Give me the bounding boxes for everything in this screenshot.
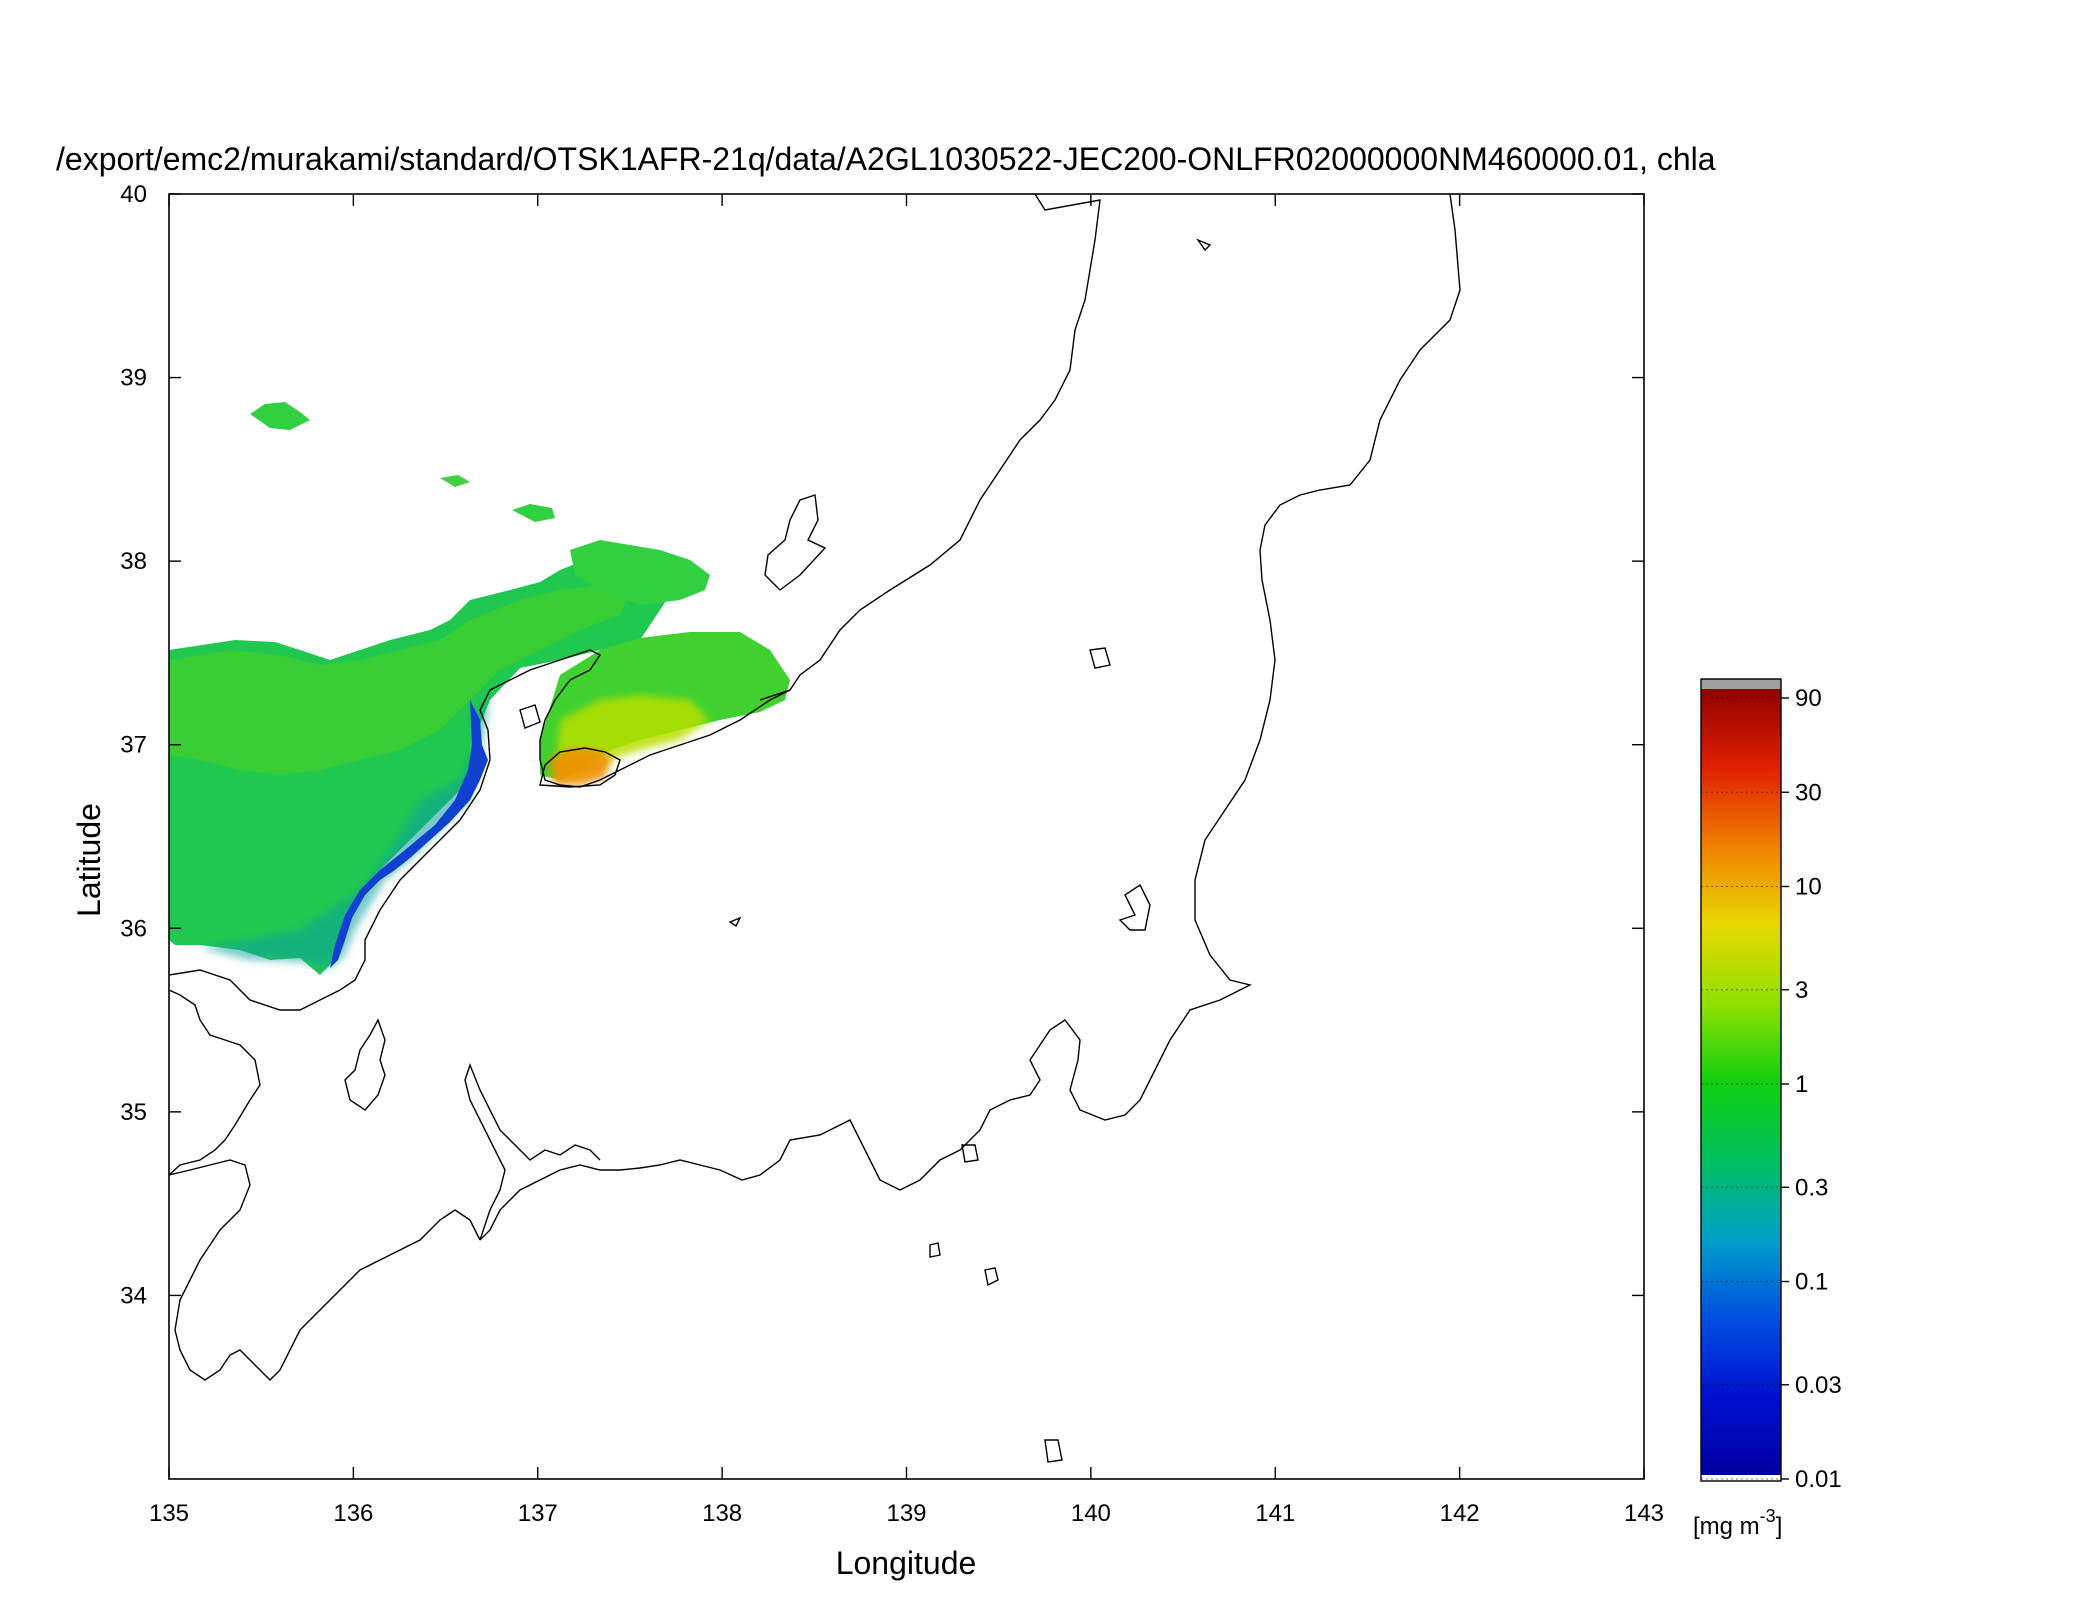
coastline-sado <box>764 494 827 591</box>
coastline-ise <box>464 1062 601 1241</box>
x-axis-label: Longitude <box>836 1545 977 1581</box>
colorbar-tick-label: 0.01 <box>1795 1466 1842 1493</box>
y-tick-label: 37 <box>120 732 147 759</box>
x-tick-label: 136 <box>333 1500 373 1527</box>
coastline-toshima <box>984 1267 999 1287</box>
colorbar-tick-label: 30 <box>1795 779 1822 806</box>
x-tick-label: 143 <box>1624 1500 1664 1527</box>
coastline-pacific-east <box>479 194 1461 1241</box>
coastline-noto-islands <box>519 704 541 729</box>
coastline-osaka <box>169 989 261 1176</box>
y-tick-label: 36 <box>120 915 147 942</box>
colorbar: 90 30 10 3 1 0.3 0.1 0.03 0.01 [mg m-3] <box>1693 678 1842 1540</box>
colorbar-fill <box>1701 689 1781 1475</box>
chla-patch-toyama-orange <box>548 748 612 785</box>
x-tick-label: 141 <box>1255 1500 1295 1527</box>
coastline-hachijo <box>929 1242 941 1258</box>
colorbar-tick-label: 90 <box>1795 685 1822 712</box>
chla-patch-north-noto <box>570 540 710 605</box>
colorbar-tick-label: 3 <box>1795 977 1808 1004</box>
x-tick-labels: 135 136 137 138 139 140 141 142 143 <box>149 1500 1664 1527</box>
y-axis-label: Latitude <box>71 803 107 917</box>
coastline-miyake <box>1044 1439 1063 1463</box>
x-tick-label: 137 <box>518 1500 558 1527</box>
colorbar-unit-exp: -3 <box>1760 1506 1776 1526</box>
x-tick-label: 142 <box>1440 1500 1480 1527</box>
x-tick-label: 138 <box>702 1500 742 1527</box>
coastline-small-island <box>728 916 742 928</box>
y-tick-label: 40 <box>120 181 147 208</box>
colorbar-unit: [mg m-3] <box>1693 1506 1782 1540</box>
colorbar-ticks: 90 30 10 3 1 0.3 0.1 0.03 0.01 <box>1701 685 1842 1493</box>
chla-coastal-blue-strip <box>330 700 488 968</box>
colorbar-frame <box>1700 678 1782 1482</box>
coastline-noto <box>364 649 791 941</box>
x-tick-label: 135 <box>149 1500 189 1527</box>
y-tick-label: 35 <box>120 1099 147 1126</box>
colorbar-tick-label: 0.03 <box>1795 1372 1842 1399</box>
chla-patch-west-lighter <box>169 585 630 775</box>
axis-ticks <box>168 193 1645 1479</box>
coastline-oshima <box>961 1144 979 1163</box>
coastline <box>169 194 1461 1463</box>
coastline-awashima <box>1089 647 1111 669</box>
colorbar-unit-close: ] <box>1776 1513 1783 1540</box>
colorbar-tick-label: 0.1 <box>1795 1269 1828 1296</box>
coastline-sea-of-japan-west <box>169 940 366 1011</box>
figure-title: /export/emc2/murakami/standard/OTSK1AFR-… <box>56 141 1716 177</box>
colorbar-overflow <box>1701 679 1781 689</box>
x-tick-label: 140 <box>1071 1500 1111 1527</box>
colorbar-tick-label: 0.3 <box>1795 1174 1828 1201</box>
y-tick-label: 38 <box>120 548 147 575</box>
map-panel: 135 136 137 138 139 140 141 142 143 34 35 36 37 38 39… <box>71 181 1664 1581</box>
y-tick-label: 34 <box>120 1282 147 1309</box>
coastline-kii <box>169 1159 481 1381</box>
chla-patch-islets-east <box>512 504 555 522</box>
x-tick-label: 139 <box>886 1500 926 1527</box>
chlorophyll-field <box>169 402 790 975</box>
chla-patch-islets-north <box>250 402 310 430</box>
coastline-toyama <box>539 747 621 788</box>
coastline-main-north <box>759 194 1101 701</box>
coastline-kasumigaura <box>1118 883 1151 931</box>
coastline-tobishima <box>1196 238 1212 252</box>
colorbar-tick-label: 1 <box>1795 1071 1808 1098</box>
colorbar-unit-base: [mg m <box>1693 1513 1760 1540</box>
y-tick-label: 39 <box>120 365 147 392</box>
chla-patch-islets-small <box>440 475 470 487</box>
coastline-biwa <box>344 1018 386 1111</box>
colorbar-tick-label: 10 <box>1795 874 1822 901</box>
y-tick-labels: 34 35 36 37 38 39 40 <box>120 181 147 1309</box>
